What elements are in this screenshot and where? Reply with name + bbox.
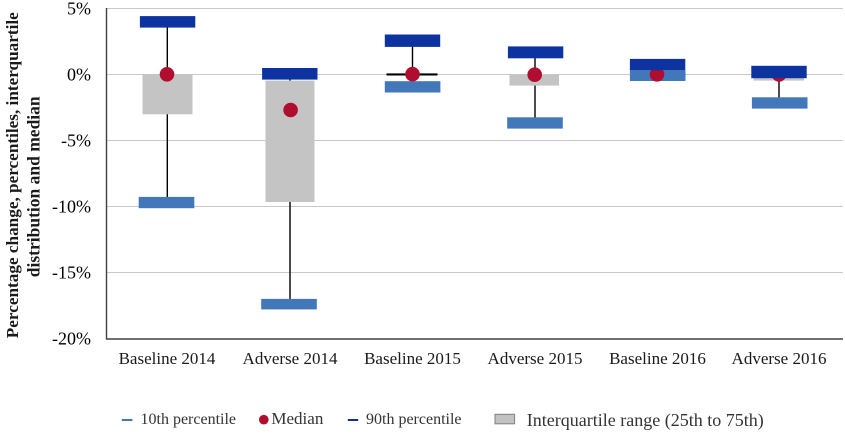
svg-text:90th percentile: 90th percentile [366, 411, 462, 428]
svg-text:Adverse 2015: Adverse 2015 [488, 349, 583, 368]
svg-text:Interquartile range (25th to 7: Interquartile range (25th to 75th) [527, 410, 764, 431]
svg-text:distribution and median: distribution and median [24, 96, 44, 277]
svg-text:Percentage change, percentiles: Percentage change, percentiles, interqua… [3, 12, 22, 338]
svg-text:Adverse 2016: Adverse 2016 [732, 349, 827, 368]
svg-text:-15%: -15% [52, 263, 91, 283]
svg-text:10th percentile: 10th percentile [141, 411, 237, 428]
svg-text:Baseline 2015: Baseline 2015 [364, 349, 461, 368]
svg-text:-10%: -10% [52, 197, 91, 217]
svg-text:-20%: -20% [52, 329, 91, 349]
svg-text:0%: 0% [67, 65, 91, 85]
svg-text:Adverse 2014: Adverse 2014 [243, 349, 338, 368]
svg-text:-5%: -5% [61, 131, 91, 151]
svg-text:5%: 5% [67, 0, 91, 19]
svg-text:Baseline 2016: Baseline 2016 [609, 349, 706, 368]
svg-text:Baseline 2014: Baseline 2014 [119, 349, 216, 368]
svg-text:Median: Median [271, 409, 323, 428]
